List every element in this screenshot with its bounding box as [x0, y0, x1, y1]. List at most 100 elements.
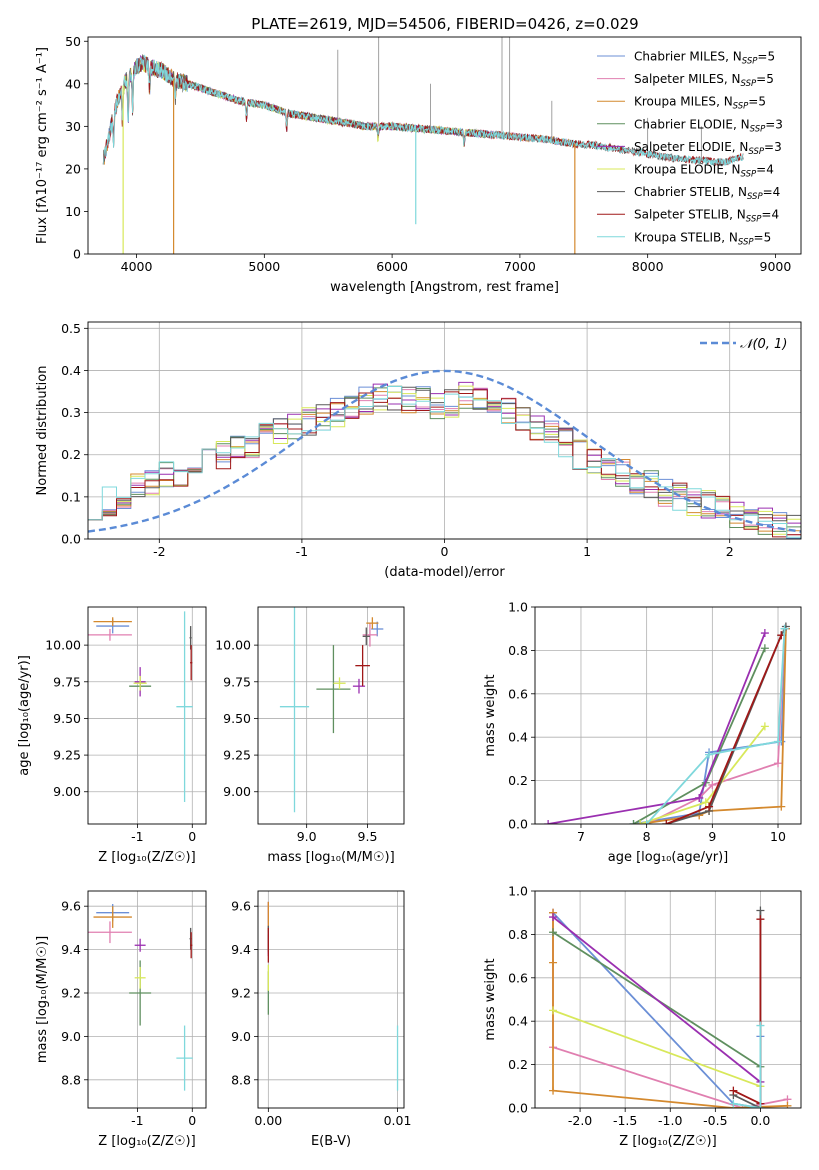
y-tick-label: 0.3: [61, 405, 81, 420]
x-tick-label: -1.0: [658, 1113, 682, 1128]
legend-comma: , N: [733, 117, 750, 131]
axes-frame: [87, 321, 802, 540]
x-axis-label: wavelength [Angstrom, rest frame]: [330, 280, 559, 295]
legend-subscript: SSP: [738, 237, 754, 247]
y-tick-label: 0.2: [508, 773, 528, 788]
y-tick-label: 9.0: [231, 1029, 251, 1044]
y-tick-label: 0.8: [508, 927, 528, 942]
errorbar-point: [366, 617, 379, 629]
y-tick-label: 9.25: [53, 748, 81, 763]
errorbar-point: [93, 906, 132, 928]
legend-entry: Chabrier STELIB, NSSP=4: [634, 185, 780, 202]
legend-nssp: 5: [758, 95, 766, 109]
legend-entry: Chabrier MILES, NSSP=5: [634, 50, 775, 67]
legend-subscript: SSP: [742, 57, 758, 67]
legend-entry: Kroupa MILES, NSSP=5: [634, 95, 766, 112]
weight-marker: [780, 624, 789, 633]
weight-marker: [774, 759, 783, 768]
x-tick-label: 9.0: [297, 829, 317, 844]
y-axis-label: Flux [fλ10⁻¹⁷ erg cm⁻² s⁻¹ A⁻¹]: [35, 47, 50, 244]
panel-age-vs-Z: -1 0 9.00 9.25 9.50 9.75 10.00 Z [log₁₀(Z/Z☉)] a…: [17, 606, 207, 865]
x-tick-label: 9000: [760, 259, 792, 274]
legend-comma: , N: [716, 95, 733, 109]
legend-comma: , N: [725, 50, 742, 64]
y-tick-label: 0.4: [61, 363, 81, 378]
y-tick-label: 0.8: [508, 643, 528, 658]
y-tick-label: 9.2: [231, 985, 251, 1000]
plot-area-weight-vs-age: [544, 622, 790, 824]
y-axis-label: mass [log₁₀(M/M☉)]: [35, 936, 50, 1063]
weight-line-kroupa-stelib: [733, 1025, 762, 1108]
errorbar-point: [362, 627, 370, 646]
y-axis-label: mass weight: [483, 958, 498, 1040]
weight-marker: [662, 820, 671, 824]
panel-mass-vs-ebv: 0.00 0.01 8.8 9.0 9.2 9.4 9.6 E(B-V): [231, 890, 411, 1149]
weight-marker: [777, 802, 786, 811]
x-tick-label: 1: [583, 544, 591, 559]
errorbar-point: [88, 628, 132, 641]
y-tick-label: 0.4: [508, 1014, 528, 1029]
x-tick-label: 0: [441, 544, 449, 559]
y-tick-label: 9.4: [61, 942, 81, 957]
weight-marker: [760, 722, 769, 731]
y-tick-label: 0.4: [508, 730, 528, 745]
y-tick-label: 0.1: [61, 489, 81, 504]
y-tick-label: 9.6: [61, 899, 81, 914]
x-tick-label: 0.0: [750, 1113, 770, 1128]
legend-equals: =: [748, 95, 758, 109]
legend-label: Kroupa ELODIE: [634, 163, 724, 177]
legend-label: Salpeter ELODIE: [634, 140, 732, 154]
legend-nssp: 5: [767, 50, 775, 64]
y-tick-label: 0.0: [61, 532, 81, 547]
legend-comma: , N: [724, 163, 741, 177]
weight-marker: [636, 820, 645, 824]
weight-marker: [760, 629, 769, 638]
y-tick-label: 40: [65, 76, 81, 91]
x-axis-label: mass [log₁₀(M/M☉)]: [267, 850, 394, 865]
legend-equals: =: [761, 208, 771, 222]
y-tick-label: 0.0: [508, 1101, 528, 1116]
legend-nssp: 5: [764, 230, 772, 244]
weight-marker: [756, 915, 765, 924]
x-tick-label: 2: [726, 544, 734, 559]
y-tick-label: 9.00: [223, 784, 251, 799]
y-tick-label: 30: [65, 119, 81, 134]
legend-comma: , N: [721, 230, 738, 244]
legend-comma: , N: [730, 185, 747, 199]
y-tick-label: 50: [65, 34, 81, 49]
weight-marker: [705, 750, 714, 759]
legend-subscript: SSP: [746, 215, 762, 225]
legend-comma: , N: [729, 208, 746, 222]
errorbar-point: [133, 675, 147, 691]
legend-equals: =: [756, 72, 766, 86]
x-axis-label: age [log₁₀(age/yr)]: [608, 850, 729, 865]
plot-area-mass-vs-Z: [88, 904, 193, 1091]
weight-line-kroupa-stelib: [646, 628, 786, 824]
legend-equals: =: [754, 230, 764, 244]
spectrum-line-kroupa-stelib: [102, 54, 744, 166]
weight-marker: [544, 820, 553, 824]
errorbar-point: [176, 611, 193, 803]
errorbar-point: [134, 966, 146, 989]
panel-weight-vs-Z: -2.0 -1.5 -1.0 -0.5 0.0 0.0 0.2 0.4 0.6 0.8 1.0 Z […: [483, 884, 802, 1149]
panel-residuals: -2 -1 0 1 2 0.0 0.1 0.2 0.3 0.4 0.5 (data-model)/er…: [35, 321, 802, 580]
legend-label: Chabrier MILES: [634, 50, 725, 64]
legend-equals: =: [764, 140, 774, 154]
y-tick-label: 8.8: [231, 1072, 251, 1087]
errorbar-point: [355, 645, 370, 687]
legend-nssp: 4: [766, 163, 774, 177]
legend-nssp: 3: [775, 117, 783, 131]
y-tick-label: 0.6: [508, 970, 528, 985]
y-tick-label: 9.0: [61, 1029, 81, 1044]
y-tick-label: 1.0: [508, 600, 528, 615]
weight-marker: [549, 1006, 558, 1015]
weight-line-salpeter-elodie: [552, 916, 761, 1083]
axes-frame: [257, 606, 405, 825]
y-tick-label: 9.75: [53, 674, 81, 689]
y-axis-label: age [log₁₀(age/yr)]: [17, 655, 32, 776]
errorbar-point: [279, 607, 310, 813]
y-tick-label: 20: [65, 161, 81, 176]
